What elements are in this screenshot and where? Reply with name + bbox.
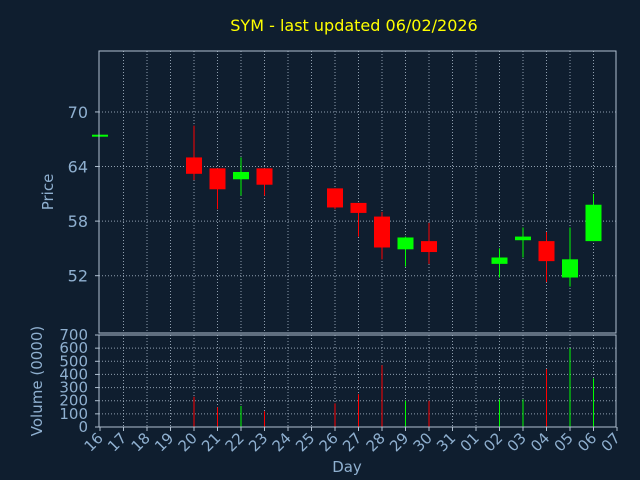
volume-gridlines [99,335,616,427]
candle-body [209,168,226,190]
candle-body [374,216,390,248]
volume-tick-label: 600 [59,339,88,357]
price-axis-label: Price [39,174,57,211]
volume-tick-label: 0 [78,418,88,436]
candle-body [327,188,343,208]
candle-body [397,237,414,250]
candle-body [421,241,437,253]
volume-tick-label: 500 [59,352,88,370]
candle-body [562,259,578,278]
chart-title: SYM - last updated 06/02/2026 [230,16,477,35]
candle-body [585,204,602,242]
candle-body [491,257,508,264]
candle-body [515,236,531,241]
x-axis-label: Day [332,458,362,476]
candle-body [538,241,555,262]
candle-body [233,171,249,180]
candle-body [256,168,273,185]
candle-body [186,157,202,174]
price-panel-frame [98,50,617,334]
volume-axis-label: Volume (0000) [28,326,46,436]
candle-body [92,134,108,137]
volume-tick-label: 300 [59,379,88,397]
candle-body [350,202,367,213]
day-axis-ticks: 1617181920212223242526272829303101020304… [81,427,624,455]
price-tick-label: 52 [68,267,88,286]
price-axis-ticks: 52 58 64 70 [68,103,99,286]
price-gridlines [99,51,616,333]
volume-panel-frame [98,334,617,428]
volume-bars [193,348,594,427]
volume-tick-label: 200 [59,392,88,410]
price-tick-label: 58 [68,212,88,231]
price-candles [92,125,602,287]
price-tick-label: 64 [68,158,88,177]
volume-tick-label: 700 [59,326,88,344]
volume-tick-label: 400 [59,365,88,383]
volume-tick-label: 100 [59,405,88,423]
price-tick-label: 70 [68,103,88,122]
